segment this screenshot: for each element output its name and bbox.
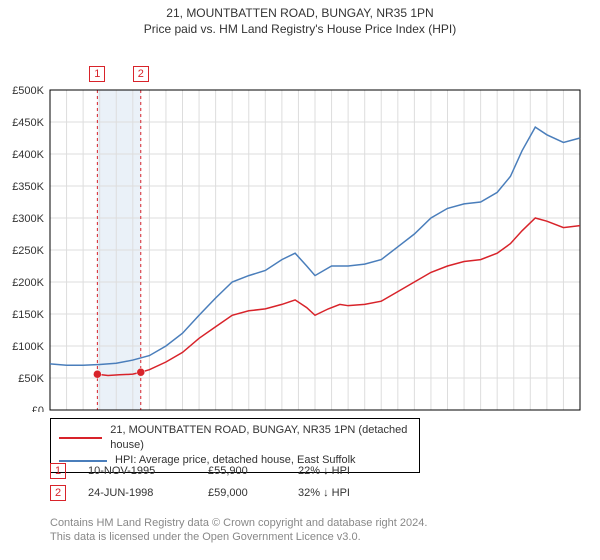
sale-row: 1 10-NOV-1995£55,90022% ↓ HPI — [50, 460, 350, 482]
chart-area: £0 £50K £100K £150K £200K £250K £300K £350K £400… — [0, 42, 600, 412]
sale-row: 2 24-JUN-1998£59,00032% ↓ HPI — [50, 482, 350, 504]
title-line-1: 21, MOUNTBATTEN ROAD, BUNGAY, NR35 1PN — [0, 6, 600, 20]
svg-text:£400K: £400K — [12, 149, 44, 161]
sale-rows: 1 10-NOV-1995£55,90022% ↓ HPI 2 24-JUN-1998… — [50, 460, 350, 504]
sale-date: 24-JUN-1998 — [88, 487, 208, 499]
sale-diff: 32% ↓ HPI — [298, 487, 350, 499]
svg-text:£200K: £200K — [12, 277, 44, 289]
svg-text:£250K: £250K — [12, 245, 44, 257]
svg-text:£350K: £350K — [12, 181, 44, 193]
chart-svg: £0 £50K £100K £150K £200K £250K £300K £350K £400… — [0, 42, 600, 412]
footer-line-2: This data is licensed under the Open Gov… — [50, 530, 427, 544]
sale-date: 10-NOV-1995 — [88, 465, 208, 477]
sale-price: £59,000 — [208, 487, 298, 499]
chart-titles: 21, MOUNTBATTEN ROAD, BUNGAY, NR35 1PN P… — [0, 0, 600, 36]
svg-text:£0: £0 — [32, 405, 44, 412]
title-line-2: Price paid vs. HM Land Registry's House … — [0, 22, 600, 36]
legend-swatch — [59, 437, 102, 439]
legend-item: 21, MOUNTBATTEN ROAD, BUNGAY, NR35 1PN (… — [59, 423, 411, 453]
svg-text:£50K: £50K — [18, 373, 44, 385]
sale-diff: 22% ↓ HPI — [298, 465, 350, 477]
sale-number-badge: 1 — [50, 463, 66, 479]
svg-text:£500K: £500K — [12, 85, 44, 97]
svg-text:£450K: £450K — [12, 117, 44, 129]
legend-label: 21, MOUNTBATTEN ROAD, BUNGAY, NR35 1PN (… — [110, 423, 411, 453]
svg-text:£100K: £100K — [12, 341, 44, 353]
root: 21, MOUNTBATTEN ROAD, BUNGAY, NR35 1PN P… — [0, 0, 600, 560]
sale-marker-label: 1 — [89, 66, 105, 82]
sale-number-badge: 2 — [50, 485, 66, 501]
svg-text:£300K: £300K — [12, 213, 44, 225]
sale-marker-label: 2 — [133, 66, 149, 82]
footer-text: Contains HM Land Registry data © Crown c… — [50, 516, 427, 544]
footer-line-1: Contains HM Land Registry data © Crown c… — [50, 516, 427, 530]
sale-price: £55,900 — [208, 465, 298, 477]
svg-text:£150K: £150K — [12, 309, 44, 321]
